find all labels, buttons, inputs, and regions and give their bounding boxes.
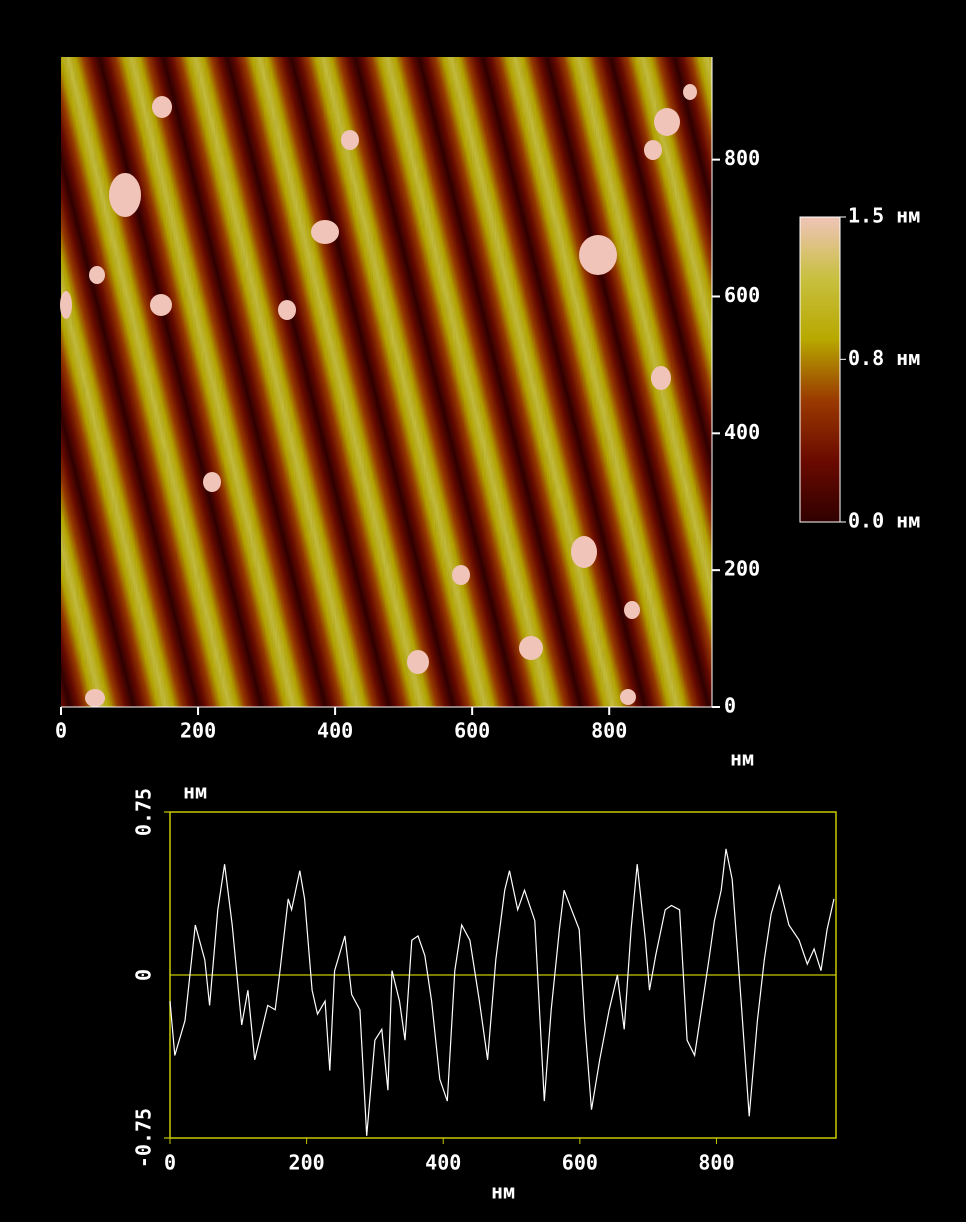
y-tick-label: 0 <box>132 969 156 981</box>
y-tick-label: 200 <box>724 557 760 581</box>
y-tick-label: 600 <box>724 283 760 307</box>
afm-image <box>60 57 712 707</box>
x-axis-unit: нм <box>491 1180 515 1204</box>
y-tick-label: 0 <box>724 694 736 718</box>
profile-line <box>169 848 835 1136</box>
colorbar <box>799 216 841 523</box>
x-axis-unit: нм <box>730 747 754 771</box>
grains <box>60 84 697 707</box>
x-tick-label: 200 <box>180 719 216 743</box>
x-tick-label: 600 <box>454 719 490 743</box>
x-tick-label: 400 <box>425 1151 461 1175</box>
colorbar-label: 0.8 нм <box>848 346 920 370</box>
x-tick-label: 600 <box>562 1151 598 1175</box>
y-tick-label: 0.75 <box>132 788 156 836</box>
colorbar-label: 0.0 нм <box>848 509 920 533</box>
x-tick-label: 200 <box>289 1151 325 1175</box>
y-axis-unit: нм <box>183 780 207 804</box>
x-tick-label: 800 <box>698 1151 734 1175</box>
y-tick-label: 400 <box>724 420 760 444</box>
x-tick-label: 400 <box>317 719 353 743</box>
x-tick-label: 800 <box>591 719 627 743</box>
texture <box>61 57 712 707</box>
y-tick-label: -0.75 <box>132 1108 156 1168</box>
colorbar-label: 1.5 нм <box>848 204 920 228</box>
x-tick-label: 0 <box>164 1151 176 1175</box>
x-tick-label: 0 <box>55 719 67 743</box>
y-tick-label: 800 <box>724 146 760 170</box>
